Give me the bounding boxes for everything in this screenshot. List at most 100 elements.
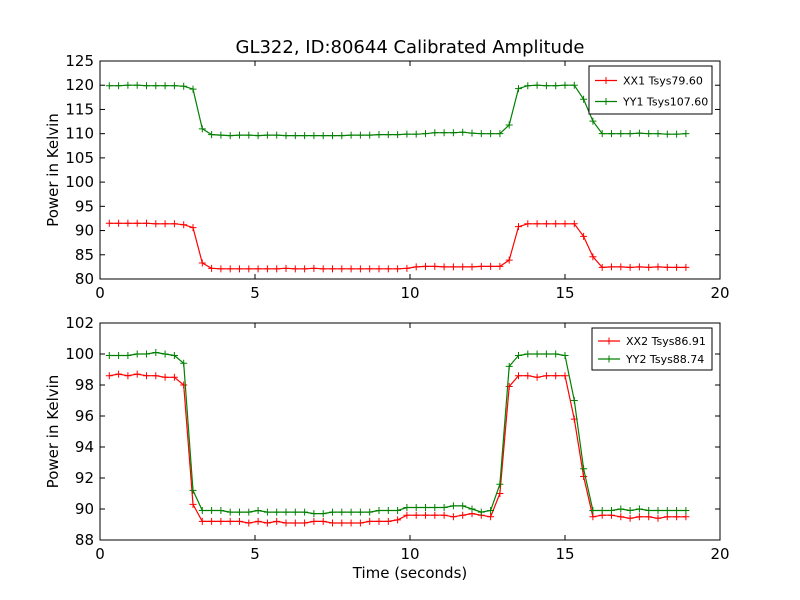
- chart-panel-1: 0 5 10 15 20 80 85 90 95 100 105 110 115 120 125 Power …: [44, 52, 730, 302]
- data-point-marker: [329, 132, 336, 140]
- data-point-marker: [542, 372, 550, 380]
- data-point-marker: [254, 507, 262, 515]
- legend-label: YY1 Tsys107.60: [622, 96, 708, 109]
- y-tick-label: 88: [75, 531, 94, 549]
- data-point-marker: [645, 263, 653, 271]
- data-point-marker: [226, 265, 234, 273]
- data-point-marker: [422, 503, 429, 511]
- data-point-marker: [422, 130, 429, 138]
- data-point-marker: [496, 490, 504, 497]
- data-point-marker: [152, 348, 160, 356]
- y-tick-label: 100: [65, 173, 94, 191]
- data-point-marker: [384, 131, 392, 139]
- y-tick-label: 96: [75, 407, 94, 425]
- data-point-marker: [431, 511, 439, 519]
- data-point-marker: [263, 131, 271, 139]
- legend: XX1 Tsys79.60 YY1 Tsys107.60: [588, 65, 713, 115]
- y-tick-label: 85: [75, 246, 94, 264]
- data-point-marker: [291, 508, 299, 516]
- data-point-marker: [394, 507, 402, 515]
- data-point-marker: [589, 507, 597, 515]
- data-point-marker: [654, 514, 662, 522]
- data-point-marker: [589, 253, 597, 261]
- data-point-marker: [449, 263, 457, 271]
- data-point-marker: [263, 265, 271, 273]
- data-point-marker: [291, 265, 299, 273]
- data-point-marker: [152, 220, 160, 228]
- data-point-marker: [552, 372, 560, 380]
- series-1: [105, 370, 690, 527]
- data-point-marker: [542, 220, 550, 228]
- data-point-marker: [515, 223, 522, 231]
- data-point-marker: [617, 505, 625, 513]
- data-point-marker: [654, 507, 662, 515]
- data-point-marker: [133, 350, 141, 358]
- data-point-marker: [319, 132, 327, 140]
- data-point-marker: [105, 352, 113, 360]
- data-point-marker: [124, 219, 132, 227]
- data-point-marker: [542, 350, 550, 358]
- data-point-marker: [189, 85, 197, 93]
- data-point-marker: [347, 131, 355, 139]
- y-tick-label: 92: [75, 469, 94, 487]
- data-point-marker: [496, 480, 504, 488]
- data-point-marker: [635, 513, 643, 521]
- data-point-marker: [422, 262, 429, 270]
- legend-marker: [602, 77, 610, 84]
- data-point-marker: [505, 121, 513, 129]
- data-point-marker: [338, 265, 346, 273]
- data-point-marker: [115, 370, 123, 378]
- data-point-marker: [282, 132, 290, 140]
- data-point-marker: [105, 82, 113, 90]
- data-point-marker: [143, 350, 150, 358]
- data-point-marker: [654, 263, 662, 271]
- data-point-marker: [626, 514, 634, 522]
- y-tick-label: 95: [75, 197, 94, 215]
- y-tick-label: 94: [75, 438, 94, 456]
- data-point-marker: [505, 383, 513, 391]
- data-point-marker: [105, 372, 113, 380]
- data-point-marker: [356, 265, 364, 273]
- data-point-marker: [375, 507, 383, 515]
- data-point-marker: [459, 263, 467, 271]
- data-point-marker: [180, 221, 188, 229]
- data-point-marker: [626, 507, 634, 515]
- legend-label: XX2 Tsys86.91: [626, 335, 706, 348]
- data-point-marker: [170, 373, 178, 381]
- data-point-marker: [459, 128, 467, 136]
- y-tick-label: 90: [75, 500, 94, 518]
- data-point-marker: [468, 129, 476, 137]
- x-tick-label: 10: [400, 545, 419, 563]
- data-point-marker: [645, 513, 653, 521]
- data-point-marker: [115, 82, 123, 90]
- data-point-marker: [533, 220, 541, 228]
- legend-box: [588, 65, 713, 115]
- data-point-marker: [552, 220, 560, 228]
- data-point-marker: [254, 265, 262, 273]
- data-point-marker: [301, 265, 309, 273]
- data-point-marker: [245, 131, 253, 139]
- data-point-marker: [487, 262, 495, 270]
- data-point-marker: [375, 265, 383, 273]
- data-point-marker: [245, 265, 253, 273]
- data-point-marker: [552, 350, 560, 358]
- data-point-marker: [505, 362, 513, 370]
- data-point-marker: [245, 519, 253, 527]
- data-point-marker: [338, 508, 346, 516]
- data-point-marker: [663, 507, 671, 515]
- data-point-marker: [226, 517, 234, 525]
- x-tick-label: 10: [400, 284, 419, 302]
- legend-marker: [605, 337, 613, 345]
- data-point-marker: [663, 130, 671, 138]
- data-point-marker: [570, 220, 578, 228]
- data-point-marker: [635, 263, 643, 271]
- y-axis-label: Power in Kelvin: [44, 375, 62, 489]
- data-point-marker: [198, 125, 206, 133]
- data-point-marker: [347, 265, 355, 273]
- data-point-marker: [236, 517, 243, 525]
- data-point-marker: [356, 508, 364, 516]
- data-point-marker: [356, 519, 364, 527]
- data-point-marker: [422, 511, 429, 519]
- data-point-marker: [533, 373, 541, 381]
- data-point-marker: [319, 510, 327, 518]
